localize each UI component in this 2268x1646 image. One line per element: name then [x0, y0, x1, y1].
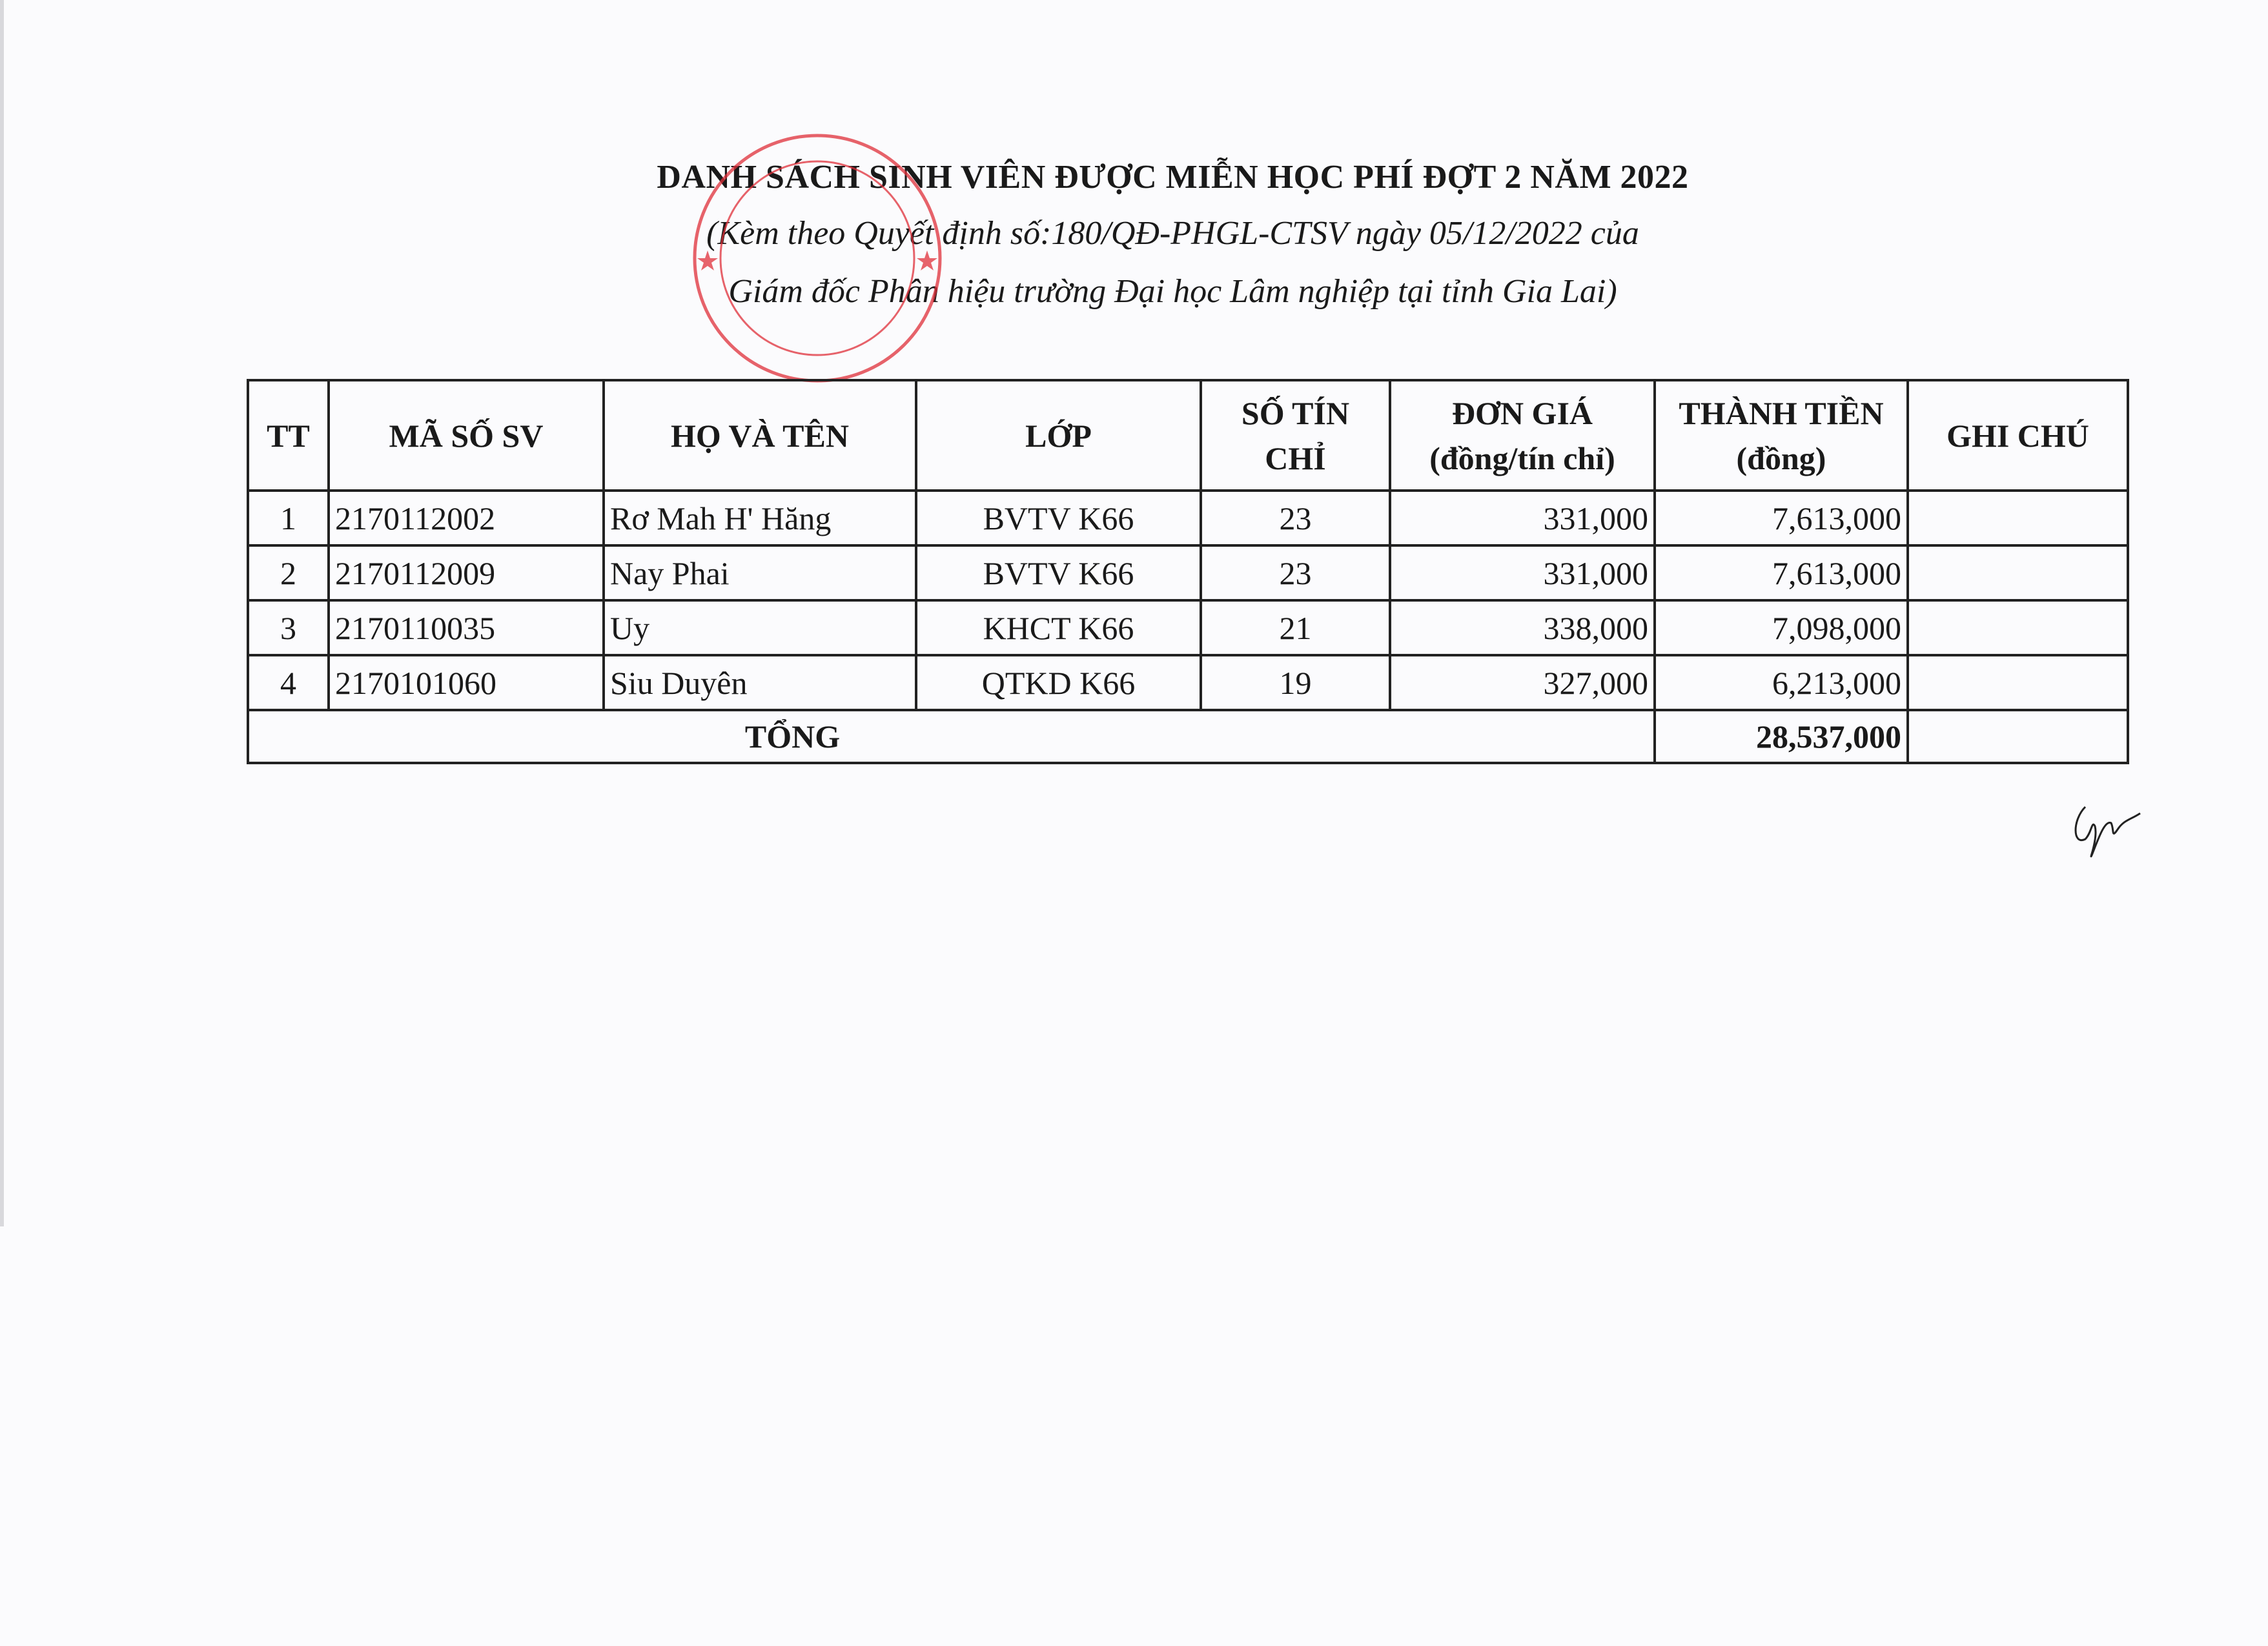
- cell-don-gia: 338,000: [1389, 599, 1656, 656]
- header-ma-so-sv: MÃ SỐ SV: [327, 379, 605, 492]
- cell-ho-ten: Nay Phai: [602, 544, 917, 602]
- cell-thanh-tien: 7,098,000: [1653, 599, 1909, 656]
- cell-tt: 4: [247, 654, 330, 711]
- cell-don-gia: 327,000: [1389, 654, 1656, 711]
- cell-so-tin-chi: 19: [1200, 654, 1391, 711]
- table-header-row: TT MÃ SỐ SV HỌ VÀ TÊN LỚP SỐ TÍN CHỈ ĐƠN …: [247, 379, 2129, 492]
- official-stamp: [693, 134, 942, 383]
- header-thanh-tien: THÀNH TIỀN (đồng): [1653, 379, 1909, 492]
- header-so-tin-chi: SỐ TÍN CHỈ: [1200, 379, 1391, 492]
- cell-tt: 2: [247, 544, 330, 602]
- table-row: 4 2170101060 Siu Duyên QTKD K66 19 327,000 6,2…: [247, 654, 2129, 711]
- subtitle-line-2: Giám đốc Phân hiệu trường Đại học Lâm ng…: [728, 273, 1617, 310]
- signature-initials: [2074, 806, 2141, 858]
- header-tt: TT: [247, 379, 330, 492]
- cell-don-gia: 331,000: [1389, 489, 1656, 547]
- header-ghi-chu: GHI CHÚ: [1906, 379, 2129, 492]
- cell-lop: BVTV K66: [915, 544, 1202, 602]
- cell-ho-ten: Uy: [602, 599, 917, 656]
- cell-ma-so-sv: 2170101060: [327, 654, 605, 711]
- header-ho-ten: HỌ VÀ TÊN: [602, 379, 917, 492]
- cell-ghi-chu: [1906, 599, 2129, 656]
- cell-so-tin-chi: 21: [1200, 599, 1391, 656]
- cell-lop: KHCT K66: [915, 599, 1202, 656]
- subtitle-line-1: (Kèm theo Quyết định số:180/QĐ-PHGL-CTSV…: [706, 215, 1639, 252]
- cell-thanh-tien: 7,613,000: [1653, 489, 1909, 547]
- header-lop: LỚP: [915, 379, 1202, 492]
- total-row: TỔNG 28,537,000: [247, 709, 2129, 764]
- table-row: 1 2170112002 Rơ Mah H' Hăng BVTV K66 23 331,0…: [247, 489, 2129, 547]
- cell-ghi-chu: [1906, 654, 2129, 711]
- cell-so-tin-chi: 23: [1200, 544, 1391, 602]
- cell-ghi-chu: [1906, 489, 2129, 547]
- header-don-gia: ĐƠN GIÁ (đồng/tín chỉ): [1389, 379, 1656, 492]
- total-label: TỔNG: [247, 709, 1656, 764]
- cell-ghi-chu: [1906, 544, 2129, 602]
- student-table: TT MÃ SỐ SV HỌ VÀ TÊN LỚP SỐ TÍN CHỈ ĐƠN …: [247, 379, 2129, 764]
- table-row: 3 2170110035 Uy KHCT K66 21 338,000 7,098,000: [247, 599, 2129, 656]
- cell-lop: BVTV K66: [915, 489, 1202, 547]
- cell-lop: QTKD K66: [915, 654, 1202, 711]
- cell-so-tin-chi: 23: [1200, 489, 1391, 547]
- cell-ho-ten: Siu Duyên: [602, 654, 917, 711]
- total-value: 28,537,000: [1653, 709, 1909, 764]
- cell-ma-so-sv: 2170112009: [327, 544, 605, 602]
- document-title: DANH SÁCH SINH VIÊN ĐƯỢC MIỄN HỌC PHÍ ĐỢ…: [657, 159, 1689, 196]
- cell-thanh-tien: 7,613,000: [1653, 544, 1909, 602]
- total-note: [1906, 709, 2129, 764]
- cell-tt: 1: [247, 489, 330, 547]
- cell-thanh-tien: 6,213,000: [1653, 654, 1909, 711]
- cell-ma-so-sv: 2170112002: [327, 489, 605, 547]
- cell-don-gia: 331,000: [1389, 544, 1656, 602]
- cell-ho-ten: Rơ Mah H' Hăng: [602, 489, 917, 547]
- table-row: 2 2170112009 Nay Phai BVTV K66 23 331,000 7,61…: [247, 544, 2129, 602]
- cell-tt: 3: [247, 599, 330, 656]
- cell-ma-so-sv: 2170110035: [327, 599, 605, 656]
- scan-edge: [0, 0, 4, 1226]
